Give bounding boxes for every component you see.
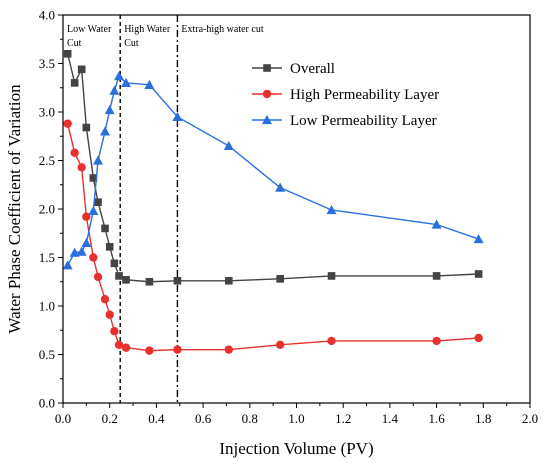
triangle-marker bbox=[275, 182, 286, 192]
square-marker bbox=[77, 65, 86, 74]
x-tick-label: 0.4 bbox=[148, 411, 165, 426]
triangle-marker bbox=[326, 204, 337, 215]
square-marker bbox=[82, 123, 91, 132]
square-marker bbox=[70, 79, 79, 87]
triangle-marker bbox=[109, 85, 120, 95]
circle-marker bbox=[82, 212, 91, 221]
circle-marker bbox=[89, 253, 98, 262]
circle-marker bbox=[105, 310, 114, 319]
square-marker bbox=[327, 272, 336, 280]
circle-marker bbox=[432, 336, 441, 346]
square-marker bbox=[110, 259, 119, 268]
triangle-marker bbox=[473, 234, 484, 244]
y-tick-label: 1.0 bbox=[39, 299, 55, 314]
legend-label: Low Permeability Layer bbox=[290, 113, 437, 129]
legend-label: High Permeability Layer bbox=[290, 87, 439, 103]
x-tick-label: 2.0 bbox=[522, 411, 538, 426]
y-tick-label: 2.0 bbox=[39, 202, 55, 217]
circle-marker bbox=[224, 345, 233, 354]
y-tick-label: 2.5 bbox=[39, 153, 55, 168]
x-tick-label: 0.8 bbox=[242, 411, 258, 426]
circle-marker bbox=[275, 340, 285, 349]
circle-marker bbox=[474, 333, 483, 343]
triangle-marker bbox=[76, 246, 87, 256]
triangle-marker bbox=[104, 105, 115, 115]
square-marker bbox=[145, 277, 154, 286]
y-axis-title: Water Phase Coefficient of Variation bbox=[5, 84, 24, 334]
circle-marker bbox=[173, 345, 182, 354]
triangle-marker bbox=[172, 111, 183, 121]
region-label: Cut bbox=[67, 38, 82, 49]
y-tick-label: 0.5 bbox=[39, 347, 55, 362]
y-tick-label: 4.0 bbox=[39, 8, 55, 23]
circle-marker bbox=[121, 343, 131, 352]
triangle-marker bbox=[81, 237, 92, 248]
x-tick-label: 0.6 bbox=[195, 411, 212, 426]
square-marker bbox=[122, 276, 130, 284]
region-label: High Water bbox=[124, 24, 171, 35]
triangle-marker bbox=[100, 126, 111, 136]
triangle-marker bbox=[69, 247, 80, 257]
x-tick-label: 0.0 bbox=[55, 411, 71, 426]
square-marker bbox=[94, 198, 102, 207]
square-marker bbox=[224, 276, 233, 285]
triangle-marker bbox=[93, 155, 104, 165]
x-tick-label: 1.4 bbox=[382, 411, 399, 426]
circle-marker bbox=[77, 163, 86, 172]
square-marker bbox=[101, 224, 109, 233]
region-label: Cut bbox=[124, 38, 139, 49]
triangle-marker bbox=[62, 260, 73, 270]
x-axis-title: Injection Volume (PV) bbox=[219, 439, 373, 458]
circle-marker bbox=[70, 148, 79, 157]
circle-marker bbox=[63, 119, 72, 128]
circle-marker bbox=[110, 327, 119, 336]
legend: Overall High Permeability Layer Low Permea… bbox=[252, 61, 439, 129]
y-tick-label: 3.5 bbox=[39, 56, 55, 71]
triangle-marker bbox=[262, 115, 272, 125]
x-tick-label: 0.2 bbox=[102, 411, 118, 426]
square-marker bbox=[276, 275, 284, 283]
square-marker bbox=[63, 50, 72, 58]
square-marker bbox=[263, 64, 271, 72]
x-tick-label: 1.0 bbox=[288, 411, 304, 426]
circle-marker bbox=[114, 340, 124, 349]
x-tick-label: 1.6 bbox=[428, 411, 445, 426]
series-line-0 bbox=[66, 53, 479, 283]
circle-marker bbox=[100, 295, 110, 304]
y-tick-label: 3.0 bbox=[39, 105, 55, 120]
square-marker bbox=[89, 174, 98, 182]
y-tick-label: 0.0 bbox=[39, 396, 55, 411]
series-line-1 bbox=[66, 123, 479, 352]
triangle-marker bbox=[144, 79, 155, 89]
circle-marker bbox=[327, 336, 336, 346]
region-label: Low Water bbox=[67, 24, 112, 35]
triangle-marker bbox=[431, 219, 442, 229]
series-line-2 bbox=[67, 74, 479, 266]
square-marker bbox=[474, 270, 483, 278]
x-tick-label: 1.8 bbox=[475, 411, 491, 426]
circle-marker bbox=[262, 89, 272, 99]
square-marker bbox=[432, 272, 441, 280]
triangle-marker bbox=[223, 140, 234, 151]
square-marker bbox=[115, 272, 123, 280]
legend-label: Overall bbox=[290, 61, 335, 77]
circle-marker bbox=[93, 272, 103, 282]
triangle-marker bbox=[114, 71, 125, 81]
y-tick-label: 1.5 bbox=[39, 250, 55, 265]
triangle-marker bbox=[88, 205, 99, 216]
x-tick-label: 1.2 bbox=[335, 411, 351, 426]
square-marker bbox=[105, 243, 114, 251]
region-label: Extra-high water cut bbox=[181, 24, 263, 35]
circle-marker bbox=[145, 346, 154, 355]
square-marker bbox=[173, 276, 182, 285]
triangle-marker bbox=[121, 77, 132, 87]
